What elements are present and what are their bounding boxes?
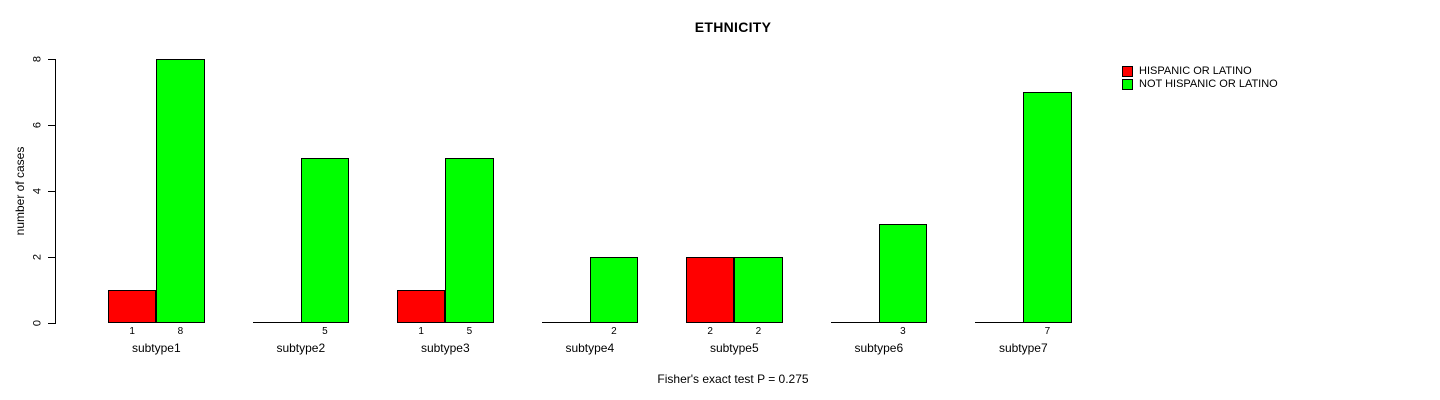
y-axis-title: number of cases bbox=[13, 146, 27, 236]
bar-value-label: 3 bbox=[900, 326, 906, 337]
bar-segment bbox=[445, 158, 494, 323]
bar-value-label: 2 bbox=[611, 326, 617, 337]
category-label: subtype7 bbox=[998, 341, 1048, 355]
zero-bar-line bbox=[252, 322, 301, 323]
bar-segment bbox=[686, 257, 735, 323]
bar-segment bbox=[734, 257, 783, 323]
y-tick-label: 8 bbox=[31, 55, 44, 63]
y-tick bbox=[48, 191, 55, 192]
bar-value-label: 5 bbox=[466, 326, 473, 337]
legend: HISPANIC OR LATINO NOT HISPANIC OR LATINO bbox=[1122, 65, 1278, 91]
bar-segment bbox=[108, 290, 157, 323]
bar-value-label: 7 bbox=[1044, 326, 1051, 337]
y-tick bbox=[48, 59, 55, 60]
chart-title: ETHNICITY bbox=[694, 19, 772, 35]
fisher-test-caption: Fisher's exact test P = 0.275 bbox=[657, 372, 809, 386]
legend-row: HISPANIC OR LATINO bbox=[1122, 65, 1278, 78]
legend-swatch bbox=[1122, 79, 1133, 90]
y-tick-label: 2 bbox=[31, 253, 44, 261]
bar-value-label: 2 bbox=[707, 326, 713, 337]
category-label: subtype5 bbox=[709, 341, 759, 355]
y-tick-label: 4 bbox=[31, 187, 44, 195]
bar-segment bbox=[397, 290, 446, 323]
bar-segment bbox=[589, 257, 639, 323]
y-tick-label: 0 bbox=[31, 319, 44, 327]
zero-bar-line bbox=[830, 322, 879, 323]
y-tick-label: 6 bbox=[31, 121, 44, 129]
bar-value-label: 1 bbox=[418, 326, 424, 337]
category-label: subtype2 bbox=[276, 341, 326, 355]
category-label: subtype6 bbox=[854, 341, 904, 355]
y-tick bbox=[48, 125, 55, 126]
zero-bar-line bbox=[975, 322, 1024, 323]
bar-segment bbox=[156, 59, 205, 323]
bar-value-label: 5 bbox=[322, 326, 328, 337]
y-tick bbox=[48, 323, 55, 324]
zero-bar-line bbox=[541, 322, 590, 323]
bar-value-label: 1 bbox=[129, 326, 135, 337]
bar-segment bbox=[300, 158, 350, 323]
y-tick bbox=[48, 257, 55, 258]
legend-row: NOT HISPANIC OR LATINO bbox=[1122, 78, 1278, 91]
legend-label: HISPANIC OR LATINO bbox=[1139, 65, 1252, 77]
legend-label: NOT HISPANIC OR LATINO bbox=[1139, 78, 1278, 90]
bar-value-label: 8 bbox=[177, 326, 184, 337]
category-label: subtype1 bbox=[131, 341, 181, 355]
legend-swatch bbox=[1122, 66, 1133, 77]
bar-value-label: 2 bbox=[755, 326, 762, 337]
category-label: subtype4 bbox=[565, 341, 615, 355]
bar-segment bbox=[878, 224, 928, 323]
y-axis-line bbox=[55, 59, 56, 324]
category-label: subtype3 bbox=[420, 341, 470, 355]
bar-segment bbox=[1023, 92, 1072, 323]
